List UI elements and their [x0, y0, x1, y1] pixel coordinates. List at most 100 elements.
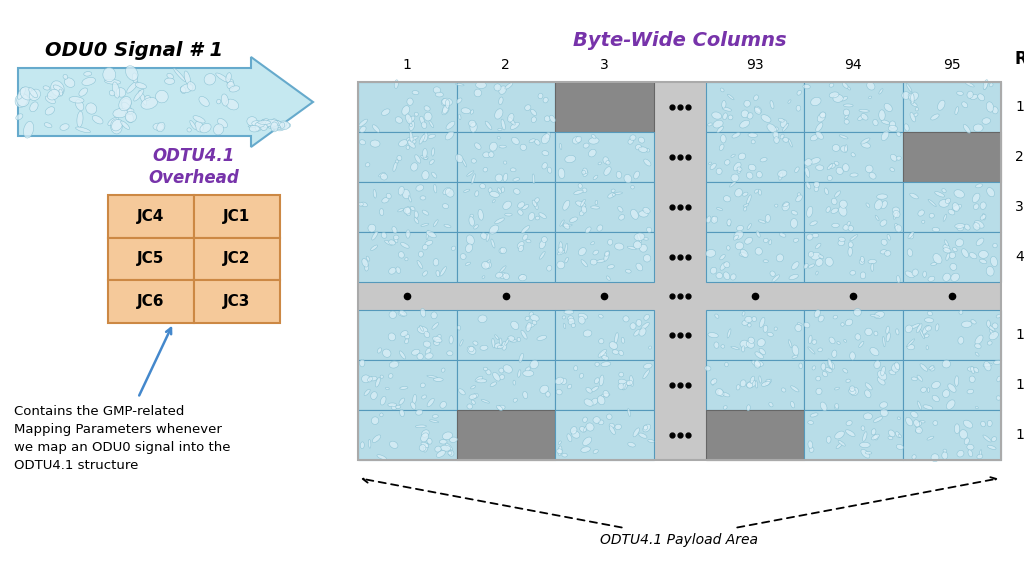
Ellipse shape [503, 201, 511, 210]
Ellipse shape [782, 205, 787, 209]
Ellipse shape [831, 350, 837, 358]
Ellipse shape [816, 165, 823, 170]
Ellipse shape [445, 443, 453, 450]
Ellipse shape [886, 326, 889, 334]
Ellipse shape [943, 244, 950, 251]
Ellipse shape [743, 204, 749, 207]
Ellipse shape [952, 203, 959, 211]
Ellipse shape [132, 73, 137, 83]
Ellipse shape [110, 90, 115, 96]
Ellipse shape [44, 123, 52, 128]
Ellipse shape [523, 392, 527, 399]
Ellipse shape [915, 430, 921, 433]
Ellipse shape [429, 120, 433, 128]
Ellipse shape [597, 396, 605, 405]
Ellipse shape [494, 84, 501, 91]
Ellipse shape [942, 452, 948, 459]
Ellipse shape [866, 203, 869, 207]
Ellipse shape [791, 218, 798, 228]
Ellipse shape [863, 413, 872, 420]
Ellipse shape [593, 250, 599, 255]
Ellipse shape [500, 338, 502, 345]
Ellipse shape [411, 402, 416, 410]
Ellipse shape [442, 107, 450, 115]
Ellipse shape [845, 115, 849, 119]
Ellipse shape [490, 239, 495, 248]
Ellipse shape [910, 324, 920, 329]
Ellipse shape [193, 116, 205, 123]
Ellipse shape [871, 434, 880, 440]
Text: JC4: JC4 [137, 209, 165, 224]
Ellipse shape [567, 434, 571, 442]
Ellipse shape [743, 207, 746, 211]
Ellipse shape [598, 420, 604, 425]
Ellipse shape [966, 82, 974, 87]
Ellipse shape [752, 317, 757, 321]
Ellipse shape [416, 425, 426, 428]
Ellipse shape [942, 360, 950, 368]
Ellipse shape [108, 117, 119, 126]
Ellipse shape [471, 400, 475, 404]
Ellipse shape [742, 312, 744, 316]
Ellipse shape [881, 366, 886, 376]
Ellipse shape [722, 101, 726, 108]
Ellipse shape [716, 168, 722, 175]
Ellipse shape [226, 73, 231, 82]
Ellipse shape [113, 82, 120, 98]
Ellipse shape [720, 88, 724, 92]
Ellipse shape [716, 389, 723, 396]
Ellipse shape [586, 227, 591, 233]
Ellipse shape [575, 201, 586, 207]
Ellipse shape [513, 178, 519, 181]
Ellipse shape [962, 321, 972, 328]
Ellipse shape [709, 162, 712, 165]
Ellipse shape [851, 387, 858, 396]
Ellipse shape [449, 450, 454, 456]
Ellipse shape [715, 314, 719, 319]
Ellipse shape [386, 194, 391, 199]
Ellipse shape [816, 271, 818, 275]
Ellipse shape [795, 167, 799, 173]
Ellipse shape [866, 82, 874, 90]
Ellipse shape [433, 87, 440, 93]
Ellipse shape [639, 244, 647, 252]
Ellipse shape [180, 86, 186, 93]
Text: JC2: JC2 [223, 252, 251, 267]
Ellipse shape [634, 233, 645, 241]
Ellipse shape [814, 185, 818, 192]
Ellipse shape [548, 167, 552, 173]
Ellipse shape [895, 362, 900, 370]
Ellipse shape [442, 98, 453, 106]
Ellipse shape [436, 270, 439, 276]
Ellipse shape [157, 122, 165, 132]
Bar [804, 310, 902, 360]
Ellipse shape [421, 309, 426, 317]
Ellipse shape [456, 154, 463, 162]
Text: 95: 95 [943, 58, 961, 72]
Ellipse shape [748, 223, 752, 230]
Ellipse shape [406, 207, 411, 216]
Ellipse shape [366, 162, 370, 167]
Ellipse shape [530, 360, 539, 369]
Ellipse shape [445, 131, 454, 140]
Ellipse shape [634, 171, 639, 179]
Ellipse shape [838, 240, 845, 246]
Ellipse shape [257, 126, 265, 128]
Ellipse shape [815, 259, 823, 266]
Text: 4: 4 [1015, 250, 1024, 264]
Ellipse shape [886, 333, 891, 342]
Ellipse shape [466, 244, 472, 252]
Ellipse shape [512, 137, 519, 145]
Ellipse shape [980, 259, 987, 264]
Ellipse shape [595, 200, 598, 205]
Ellipse shape [770, 100, 774, 109]
Ellipse shape [843, 224, 850, 230]
Ellipse shape [481, 400, 489, 403]
Ellipse shape [399, 410, 404, 416]
Ellipse shape [763, 260, 768, 263]
Ellipse shape [421, 442, 429, 448]
Ellipse shape [526, 323, 536, 328]
Ellipse shape [943, 273, 950, 281]
Ellipse shape [381, 173, 387, 180]
Ellipse shape [908, 232, 914, 238]
